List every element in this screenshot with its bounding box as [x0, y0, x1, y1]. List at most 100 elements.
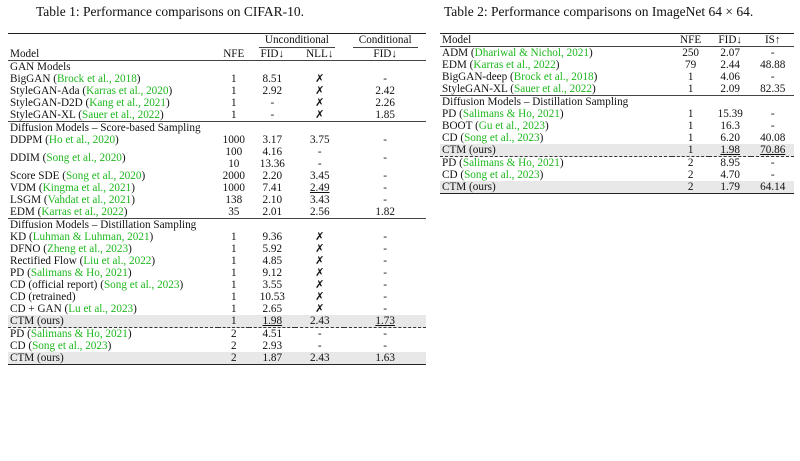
nll-cell: 2.49 — [309, 182, 330, 194]
model-name: StyleGAN-XL — [442, 83, 508, 95]
citation-link: Lu et al., 2023 — [68, 303, 134, 315]
table-row: CD (Song et al., 2023) 2 4.70 - — [440, 169, 794, 181]
model-cell: BigGAN (Brock et al., 2018) — [10, 73, 141, 85]
model-name: StyleGAN-XL — [10, 109, 76, 121]
fid-cond-cell: - — [383, 73, 388, 85]
nfe-cell: 1 — [231, 243, 237, 255]
model-name: PD — [442, 157, 457, 169]
col-model-header — [8, 33, 219, 48]
section-title: GAN Models — [8, 60, 426, 73]
table-row: CD (retrained) 1 10.53 ✗ - — [8, 291, 426, 303]
section-header-row: GAN Models — [8, 60, 426, 73]
nfe-cell: 1 — [231, 267, 237, 279]
model-name: LSGM — [10, 194, 42, 206]
fid-cond-cell: 2.42 — [375, 85, 395, 97]
fid-cell: 1.98 — [708, 144, 752, 157]
table-row: VDM (Kingma et al., 2021) 1000 7.41 2.49 - — [8, 182, 426, 194]
model-name: DDPM — [10, 134, 43, 146]
fid-cell: 4.16 — [262, 146, 283, 158]
nll-cell: - — [317, 146, 322, 158]
citation-link: Sauer et al., 2022 — [514, 83, 592, 95]
fid-cell: 9.12 — [262, 267, 283, 279]
citation-link: Song et al., 2020 — [65, 170, 142, 182]
nfe-cell: 138 — [225, 194, 243, 206]
model-cell: PD (Salimans & Ho, 2021) — [442, 108, 564, 120]
is-cell: - — [770, 71, 775, 83]
fid-cond-cell: 1.63 — [344, 352, 426, 365]
fid-cell: 5.92 — [262, 243, 283, 255]
model-name: CTM (ours) — [10, 315, 64, 327]
model-cell: StyleGAN-XL (Sauer et al., 2022) — [442, 83, 596, 95]
fid-cell: 2.44 — [720, 59, 740, 71]
nfe-cell: 1000 — [222, 134, 245, 146]
fid-cond-cell: - — [383, 152, 388, 164]
model-header: Model — [440, 33, 673, 47]
citation-link: Song et al., 2023 — [103, 279, 180, 291]
model-name: StyleGAN-Ada — [10, 85, 80, 97]
fid-cell: 4.85 — [262, 255, 283, 267]
fid-cell: 2.10 — [262, 194, 283, 206]
model-cell: DFNO (Zheng et al., 2023) — [10, 243, 132, 255]
nfe-cell: 1 — [687, 71, 694, 83]
nfe-cell: 250 — [672, 46, 709, 59]
nll-cell: ✗ — [315, 255, 325, 267]
table2-imagenet64: Model NFE FID↓ IS↑ ADM (Dhariwal & Nicho… — [440, 33, 794, 194]
nfe-cell: 1 — [687, 83, 694, 95]
fid-cond-cell: 1.82 — [375, 206, 395, 218]
table-row: StyleGAN-D2D (Kang et al., 2021) 1 - ✗ 2.26 — [8, 97, 426, 109]
fid-header: FID↓ — [260, 48, 285, 60]
citation-link: Liu et al., 2022 — [83, 255, 152, 267]
table-row: LSGM (Vahdat et al., 2021) 138 2.10 3.43 - — [8, 194, 426, 206]
table-row: PD (Salimans & Ho, 2021) 2 8.95- — [440, 156, 794, 169]
fid-cell: 8.95 — [708, 156, 752, 169]
model-name: KD — [10, 231, 27, 243]
fid-cond-cell: - — [383, 170, 388, 182]
nfe-cell: 2 — [672, 156, 709, 169]
table-row: StyleGAN-XL (Sauer et al., 2022) 1 2.09 82.… — [440, 83, 794, 96]
is-cell: - — [751, 46, 794, 59]
model-cell: Rectified Flow (Liu et al., 2022) — [10, 255, 156, 267]
table-row: CD (Song et al., 2023) 1 6.20 40.08 — [440, 132, 794, 144]
fid-cell: 8.51 — [262, 73, 283, 85]
model-cell: StyleGAN-Ada (Karras et al., 2020) — [10, 85, 173, 97]
fid-cell: 2.09 — [720, 83, 740, 95]
model-cell: DDIM (Song et al., 2020) — [10, 152, 126, 164]
nfe-cell: 2 — [218, 352, 250, 365]
nll-cell: 2.56 — [309, 206, 330, 218]
nfe-cell: 1 — [231, 291, 237, 303]
nll-cell: ✗ — [315, 291, 325, 303]
citation-link: Gu et al., 2023 — [478, 120, 545, 132]
nfe-cell: 1 — [231, 255, 237, 267]
table-row: CD (Song et al., 2023) 2 2.93 - - — [8, 340, 426, 352]
fid-cond-cell: - — [383, 279, 388, 291]
is-cell: 64.14 — [751, 181, 794, 194]
nll-cell: - — [295, 327, 345, 340]
model-name: EDM — [10, 206, 35, 218]
nll-cell: ✗ — [315, 97, 325, 109]
table1-cifar10: Unconditional Conditional Model NFE FID↓… — [8, 33, 426, 365]
table-row: CTM (ours) 1 1.98 2.43 1.73 — [8, 315, 426, 328]
model-name: CTM (ours) — [10, 352, 64, 364]
table-row: BOOT (Gu et al., 2023) 1 16.3 - — [440, 120, 794, 132]
fid-cell: 4.70 — [720, 169, 740, 181]
fid-cell: 4.06 — [720, 71, 740, 83]
col-unconditional-header: Unconditional — [249, 33, 345, 48]
fid-cond-cell: - — [383, 340, 388, 352]
fid-cell: 16.3 — [720, 120, 740, 132]
nll-header: NLL↓ — [306, 48, 334, 60]
citation-link: Salimans & Ho, 2021 — [462, 157, 560, 169]
model-name: CD — [442, 132, 458, 144]
model-name: DFNO — [10, 243, 41, 255]
model-name: PD — [10, 328, 25, 340]
fid-cond-cell: - — [383, 231, 388, 243]
is-cell: - — [770, 120, 775, 132]
table-row: KD (Luhman & Luhman, 2021) 1 9.36 ✗ - — [8, 231, 426, 243]
fid-header: FID↓ — [708, 33, 752, 47]
model-name: CD (official report) — [10, 279, 98, 291]
citation-link: Karras et al., 2022 — [41, 206, 124, 218]
fid-cell: 6.20 — [720, 132, 740, 144]
table-row: DDPM (Ho et al., 2020) 1000 3.17 3.75 - — [8, 134, 426, 146]
model-header: Model — [10, 48, 40, 60]
model-name: BOOT — [442, 120, 473, 132]
section-title: Diffusion Models – Distillation Sampling — [8, 218, 426, 231]
